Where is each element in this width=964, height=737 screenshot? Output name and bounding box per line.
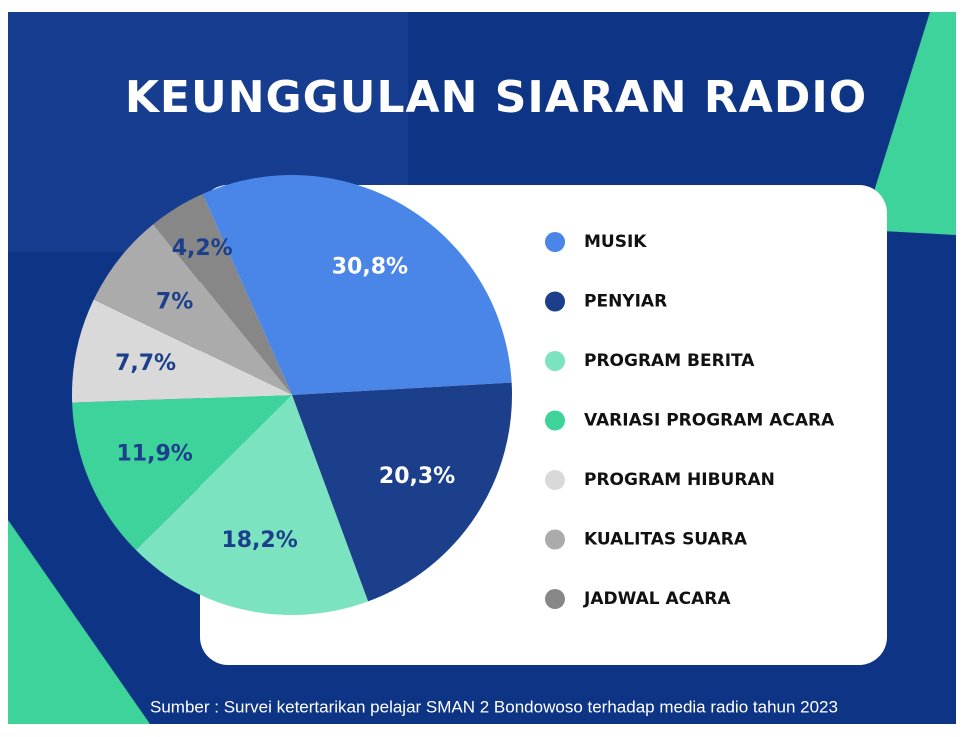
legend-marker: [545, 410, 565, 431]
legend-marker: [545, 291, 565, 312]
value-label: 7%: [156, 289, 193, 314]
pie-slice: [93, 224, 292, 395]
legend-label: KUALITAS SUARA: [584, 530, 748, 550]
value-label: 20,3%: [379, 464, 455, 489]
pie-slice: [72, 299, 292, 403]
legend-marker: [545, 529, 565, 550]
legend-label: JADWAL ACARA: [583, 589, 731, 609]
legend-marker: [545, 470, 565, 490]
chart-title: KEUNGGULAN SIARAN RADIO: [125, 72, 867, 123]
legend-marker: [545, 232, 565, 252]
source-note: Sumber : Survei ketertarikan pelajar SMA…: [150, 697, 838, 716]
pie-slice: [72, 395, 292, 550]
pie-slice: [153, 194, 292, 395]
pie-slice: [135, 395, 369, 615]
legend-marker: [545, 351, 565, 371]
legend-label: PROGRAM HIBURAN: [584, 470, 775, 490]
corner-shape: [8, 520, 150, 724]
value-label: 18,2%: [221, 528, 297, 553]
value-label: 30,8%: [332, 254, 408, 279]
corner-shape: [862, 12, 956, 235]
legend-label: PROGRAM BERITA: [584, 351, 755, 371]
legend-label: PENYIAR: [584, 292, 667, 312]
legend-label: MUSIK: [584, 232, 647, 252]
value-label: 11,9%: [117, 441, 193, 466]
legend-label: VARIASI PROGRAM ACARA: [584, 411, 835, 431]
value-label: 7,7%: [115, 351, 176, 376]
legend-marker: [545, 589, 565, 609]
pie-slice: [202, 175, 512, 395]
value-label: 4,2%: [172, 236, 233, 261]
pie-slice: [292, 382, 512, 602]
